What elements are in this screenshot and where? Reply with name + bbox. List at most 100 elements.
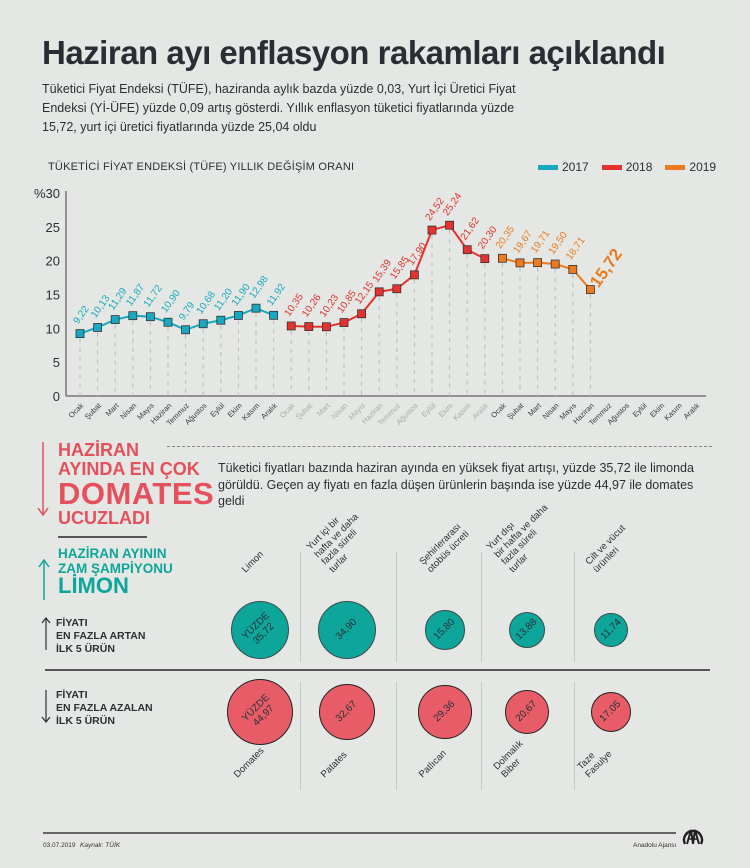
column-separator (396, 552, 397, 662)
data-point (586, 285, 595, 295)
data-point (233, 311, 243, 320)
data-point (110, 315, 120, 325)
column-separator (481, 682, 482, 790)
label-line: İLK 5 ÜRÜN (56, 715, 115, 727)
footer-agency: Anadolu Ajansı (633, 842, 677, 849)
dashed-divider (167, 446, 712, 447)
data-point (286, 321, 296, 331)
data-point (181, 325, 191, 335)
x-tick-label: Eylül (208, 401, 226, 419)
data-point (163, 317, 173, 327)
column-separator (574, 682, 575, 790)
data-point (445, 220, 455, 230)
legend-swatch (665, 164, 686, 170)
down-arrow-icon (41, 690, 51, 723)
decrease-bubble: 20,67 (504, 689, 550, 735)
highlight-red-line: UCUZLADI (58, 508, 150, 528)
x-tick-label: Şubat (505, 400, 526, 421)
data-point (480, 254, 490, 264)
product-name: Limon (239, 548, 266, 575)
legend-label: 2017 (562, 160, 589, 174)
highlight-teal-product: LİMON (58, 573, 129, 598)
x-tick-label: Eylül (420, 401, 438, 419)
series-line-2017 (79, 307, 274, 335)
data-label: 11,92 (265, 282, 288, 309)
data-point (497, 253, 507, 263)
lead-line: 15,72, yurt içi üretici fiyatlarında yüz… (42, 120, 317, 134)
increase-bubble: YÜZDE 35,72 (230, 600, 290, 660)
data-point (374, 287, 384, 297)
label-line: EN FAZLA ARTAN (56, 630, 146, 642)
y-tick-label: 0 (53, 389, 60, 404)
data-point (550, 259, 560, 269)
data-point (93, 323, 102, 332)
x-tick-label: Ocak (489, 401, 508, 420)
data-point (198, 319, 208, 329)
lead-line: Endeksi (Yİ-ÜFE) yüzde 0,09 artış göster… (42, 101, 515, 115)
data-point (269, 310, 279, 320)
legend-label: 2019 (689, 160, 717, 174)
down-arrow-icon (37, 442, 49, 517)
data-label: 21,62 (459, 215, 483, 242)
product-name: Patates (318, 749, 350, 780)
legend-item-2017: 2017 (538, 160, 589, 174)
bubble-value: 32,67 (334, 699, 360, 725)
y-tick-label: 5 (53, 355, 60, 370)
y-tick-label: 15 (46, 288, 60, 303)
row-divider (45, 669, 710, 671)
legend-swatch (538, 164, 558, 170)
label-line: FİYATI (56, 689, 88, 701)
data-point (145, 312, 155, 322)
series-line-2019 (502, 257, 592, 291)
data-point (357, 309, 367, 319)
x-tick-label: Nisan (329, 401, 349, 421)
bubble-value: YÜZDE 35,72 (240, 610, 277, 647)
bubble-value: 34,90 (334, 617, 360, 643)
aa-logo-icon (682, 829, 704, 845)
x-tick-label: Kasım (662, 401, 683, 422)
product-name: Patlıcan (416, 747, 449, 780)
highlight-red-product: DOMATES (58, 476, 215, 511)
increase-bubble: 13,88 (508, 611, 546, 649)
label-line: FİYATI (56, 617, 88, 629)
increase-bubble: 34,90 (317, 600, 377, 660)
x-tick-label: Eylül (631, 401, 649, 419)
footer-source: Kaynak: TÜİK (80, 842, 121, 849)
divider (58, 536, 147, 538)
data-point (533, 258, 542, 268)
lead-paragraph: Tüketici Fiyat Endeksi (TÜFE), haziranda… (42, 80, 602, 137)
product-name: Şehirlerarası otobüs ücreti (417, 521, 472, 575)
data-point (462, 245, 472, 255)
highlight-red-line: AYINDA EN ÇOK (58, 459, 200, 479)
x-tick-label: Aralık (259, 401, 279, 421)
decrease-bubble: 17,05 (590, 691, 632, 733)
label-line: EN FAZLA AZALAN (56, 702, 153, 714)
up-arrow-icon (41, 617, 51, 650)
column-separator (481, 552, 482, 662)
data-point (515, 258, 525, 268)
highlight-description: Tüketici fiyatları bazında haziran ayınd… (218, 461, 694, 508)
bubble-value: 17,05 (598, 699, 624, 725)
x-tick-label: Nisan (118, 401, 138, 421)
x-tick-label: Ocak (67, 401, 86, 420)
lead-line: Tüketici Fiyat Endeksi (TÜFE), haziranda… (42, 82, 516, 96)
legend-item-2018: 2018 (601, 160, 653, 174)
product-name: Dolmalık Biber (491, 738, 526, 780)
y-tick-label: %30 (34, 186, 60, 201)
x-tick-label: Kasım (451, 401, 472, 422)
bubble-value: YÜZDE 44,97 (240, 692, 277, 729)
highlight-red-line: HAZİRAN (58, 440, 139, 460)
bubble-value: 11,74 (598, 617, 624, 643)
bubble-value: 29,36 (432, 699, 458, 725)
increase-bubble: 15,80 (425, 610, 465, 650)
decrease-bubble: 29,36 (418, 685, 472, 739)
legend-item-2019: 2019 (665, 160, 716, 174)
data-point (75, 329, 85, 339)
y-tick-label: 10 (46, 321, 60, 336)
label-line: İLK 5 ÜRÜN (56, 643, 115, 655)
column-separator (300, 552, 301, 662)
legend-label: 2018 (625, 160, 653, 174)
y-tick-label: 25 (46, 220, 60, 235)
bubble-value: 13,88 (514, 617, 540, 643)
highlight-teal-line: HAZİRAN AYININ (58, 546, 167, 561)
